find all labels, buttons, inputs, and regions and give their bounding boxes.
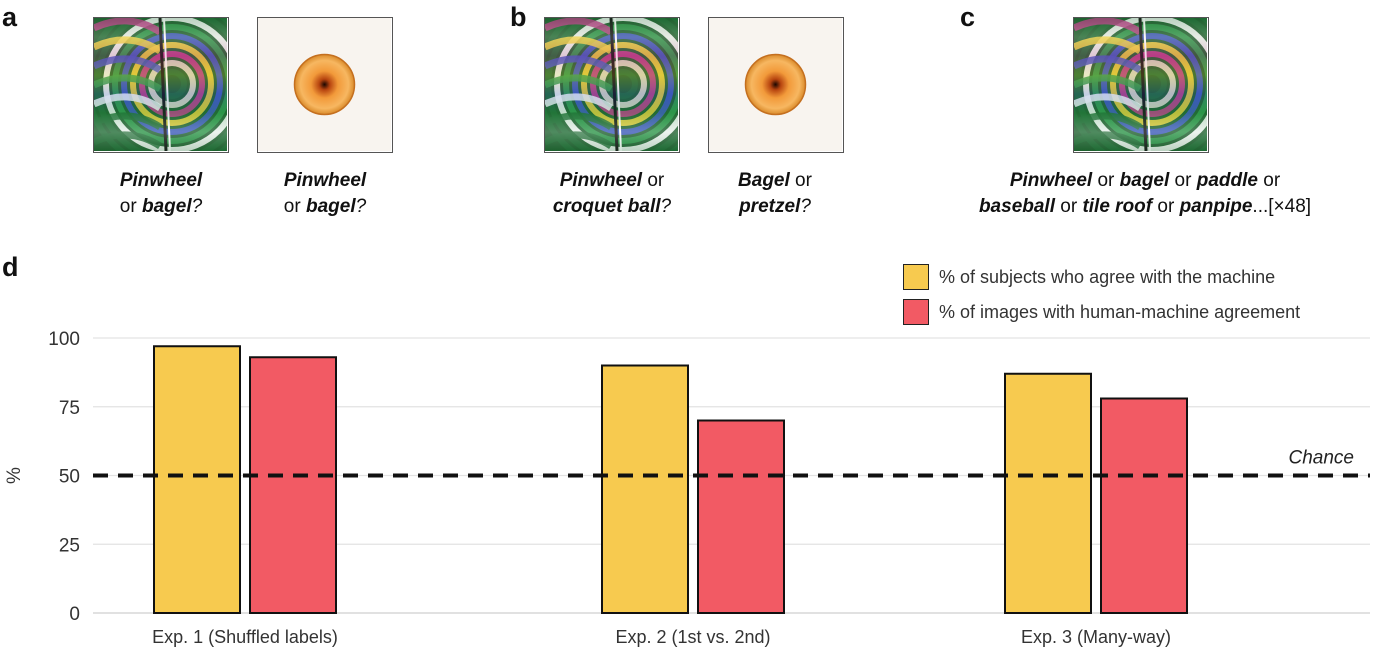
legend-swatch-red (903, 299, 929, 325)
bar-images-1 (249, 356, 337, 614)
y-tick-label: 25 (59, 535, 80, 556)
caption-a-1-word3: bagel (141, 196, 192, 217)
bar-subjects-1 (153, 345, 241, 614)
caption-c-word: Pinwheel (1009, 170, 1093, 191)
bar-images-2 (697, 419, 785, 614)
legend-label: % of subjects who agree with the machine (939, 266, 1276, 287)
caption-a-2-word3: bagel (305, 196, 356, 217)
bagel-image-a (257, 17, 393, 153)
x-category-label: Exp. 1 (Shuffled labels) (152, 627, 338, 647)
caption-a-1-word1: Pinwheel (119, 170, 203, 191)
caption-b-2-or: or (789, 170, 812, 191)
y-tick-label: 0 (69, 604, 80, 625)
panel-letter-a: a (2, 2, 18, 32)
panel-letter-c: c (960, 2, 976, 32)
caption-b-2-word3: pretzel (739, 196, 801, 217)
caption-b-1-end: ? (660, 196, 672, 217)
caption-a-2-word1: Pinwheel (283, 170, 367, 191)
bar-subjects-3 (1004, 372, 1092, 614)
bagel-image-b (708, 17, 844, 153)
y-axis-label: % (4, 467, 25, 484)
caption-c: Pinwheel or bagel or paddle or baseball … (925, 168, 1365, 220)
caption-c-sep: ...[×48] (1252, 196, 1312, 217)
caption-b-1-word3: croquet ball (552, 196, 661, 217)
caption-c-line2: baseball or tile roof or panpipe...[×48] (979, 196, 1311, 217)
pinwheel-image-a (93, 17, 229, 153)
caption-a-1-end: ? (191, 196, 203, 217)
caption-a-2-or: or (283, 196, 306, 217)
caption-b-1-word1: Pinwheel (559, 170, 643, 191)
pinwheel-image-c (1073, 17, 1209, 153)
legend-label: % of images with human-machine agreement (939, 301, 1301, 322)
caption-c-sep: or (1152, 196, 1180, 217)
panel-letter-d: d (2, 252, 19, 282)
caption-c-sep: or (1169, 170, 1197, 191)
caption-c-word: tile roof (1082, 196, 1153, 217)
caption-a-1-or: or (119, 196, 142, 217)
caption-a-2-end: ? (355, 196, 367, 217)
caption-b-1: Pinwheel or croquet ball? (525, 168, 699, 220)
y-tick-label: 75 (59, 398, 80, 419)
caption-a-2: Pinwheel or bagel? (252, 168, 398, 220)
caption-c-sep: or (1092, 170, 1120, 191)
caption-b-2: Bagel or pretzel? (700, 168, 850, 220)
caption-b-1-or: or (642, 170, 665, 191)
caption-c-line1: Pinwheel or bagel or paddle or (1010, 170, 1280, 191)
caption-c-sep: or (1055, 196, 1083, 217)
caption-b-2-end: ? (800, 196, 811, 217)
caption-b-2-word1: Bagel (738, 170, 790, 191)
x-category-label: Exp. 2 (1st vs. 2nd) (615, 627, 770, 647)
caption-c-word: bagel (1119, 170, 1170, 191)
legend-item-agree-subjects: % of subjects who agree with the machine (903, 262, 1275, 292)
pinwheel-image-b (544, 17, 680, 153)
caption-c-word: baseball (978, 196, 1055, 217)
y-tick-label: 100 (48, 329, 80, 350)
caption-c-sep: or (1257, 170, 1281, 191)
panel-letter-b: b (510, 2, 527, 32)
x-category-label: Exp. 3 (Many-way) (1021, 627, 1171, 647)
caption-c-word: panpipe (1179, 196, 1253, 217)
chance-label: Chance (1289, 448, 1355, 469)
caption-c-word: paddle (1196, 170, 1258, 191)
bar-subjects-2 (601, 364, 689, 614)
caption-a-1: Pinwheel or bagel? (88, 168, 234, 220)
y-tick-label: 50 (59, 467, 80, 488)
legend-item-agree-images: % of images with human-machine agreement (903, 297, 1300, 327)
legend-swatch-yellow (903, 264, 929, 290)
bar-images-3 (1100, 397, 1188, 614)
